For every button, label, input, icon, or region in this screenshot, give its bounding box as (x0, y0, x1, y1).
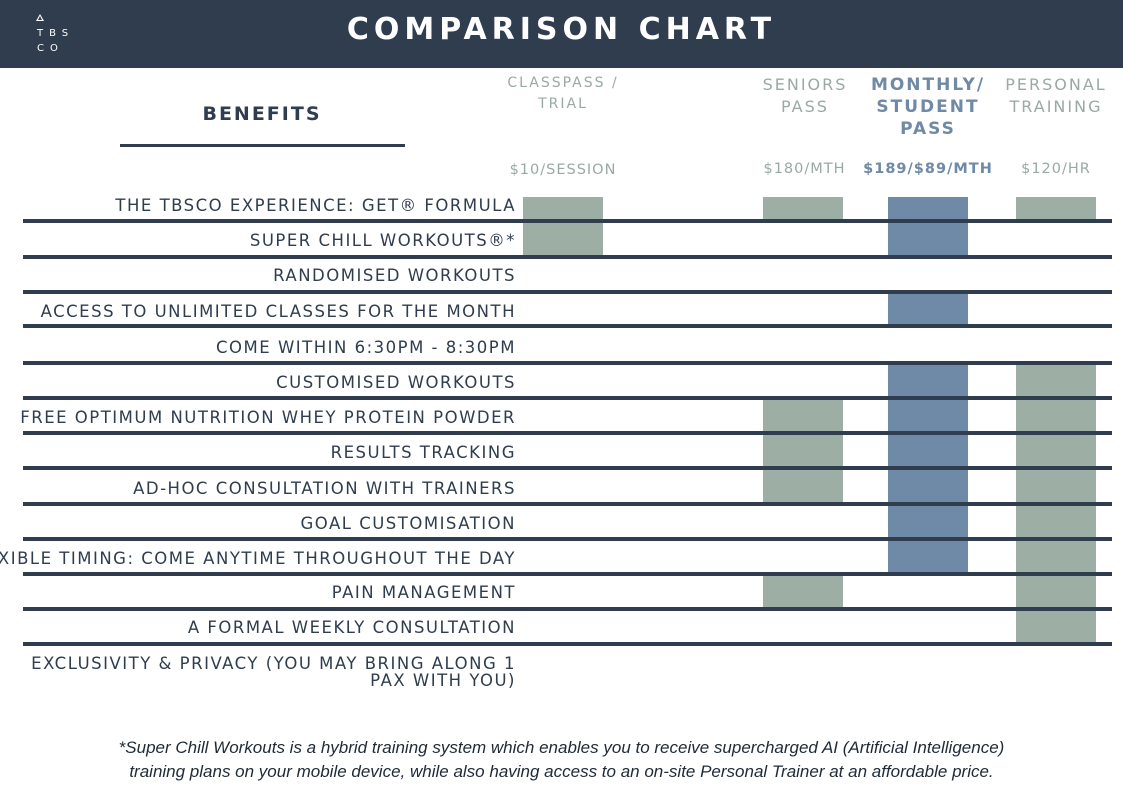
row-label: SUPER CHILL WORKOUTS®* (249, 231, 516, 250)
column-heading-line: PASS (781, 97, 829, 116)
column-heading-monthly: MONTHLY/ STUDENT PASS (858, 74, 998, 140)
column-heading-line: STUDENT (876, 97, 980, 117)
row-label: AD-HOC CONSULTATION WITH TRAINERS (133, 479, 516, 498)
row-divider (23, 219, 1112, 223)
row-divider (23, 537, 1112, 541)
tbsco-logo: TBS CO (34, 14, 82, 58)
bar-monthly (888, 292, 968, 328)
row-divider (23, 431, 1112, 435)
row-label: RANDOMISED WORKOUTS (273, 266, 516, 285)
row-label: CUSTOMISED WORKOUTS (276, 373, 516, 392)
logo-text-line1: TBS (37, 28, 75, 39)
footnote-line: *Super Chill Workouts is a hybrid traini… (118, 738, 1005, 757)
price-classpass: $10/SESSION (509, 162, 617, 178)
row-label: THE TBSCO EXPERIENCE: GET® FORMULA (115, 196, 516, 215)
row-label: PAIN MANAGEMENT (331, 583, 516, 602)
bar-seniors (763, 574, 843, 611)
row-label: GOAL CUSTOMISATION (300, 514, 516, 533)
column-heading-seniors: SENIORS PASS (745, 74, 865, 118)
bar-personal (1016, 197, 1096, 223)
logo-text-line2: CO (37, 43, 64, 54)
column-heading-line: MONTHLY/ (870, 75, 986, 95)
bar-classpass (523, 197, 603, 259)
row-label: A FORMAL WEEKLY CONSULTATION (187, 618, 516, 637)
row-divider (23, 396, 1112, 400)
column-heading-line: PASS (900, 119, 956, 139)
price-personal: $120/HR (1021, 161, 1091, 177)
price-monthly: $189/$89/MTH (863, 161, 993, 177)
row-divider (23, 361, 1112, 365)
row-label: EXCLUSIVITY & PRIVACY (YOU MAY BRING ALO… (31, 654, 516, 690)
row-divider (23, 255, 1112, 259)
benefits-underline (120, 144, 405, 147)
header-bar: TBS CO COMPARISON CHART (0, 0, 1123, 68)
row-divider (23, 572, 1112, 576)
column-heading-line: TRAINING (1009, 97, 1103, 116)
triangle-icon (36, 14, 44, 21)
bar-monthly (888, 197, 968, 259)
column-heading-line: SENIORS (762, 75, 848, 94)
column-heading-classpass: CLASSPASS / TRIAL (493, 73, 633, 115)
benefits-heading: BENEFITS (202, 103, 322, 125)
bar-seniors (763, 197, 843, 223)
column-heading-line: TRIAL (538, 96, 588, 112)
row-label: FREE OPTIMUM NUTRITION WHEY PROTEIN POWD… (20, 408, 516, 427)
row-label: ACCESS TO UNLIMITED CLASSES FOR THE MONT… (40, 302, 516, 321)
row-label: RESULTS TRACKING (330, 443, 516, 462)
column-heading-personal: PERSONAL TRAINING (996, 74, 1116, 118)
row-divider (23, 324, 1112, 328)
row-divider (23, 502, 1112, 506)
footnote: *Super Chill Workouts is a hybrid traini… (0, 736, 1123, 784)
row-divider (23, 466, 1112, 470)
column-heading-line: PERSONAL (1005, 75, 1107, 94)
column-heading-line: CLASSPASS / (507, 75, 619, 91)
row-divider (23, 607, 1112, 611)
page-title: COMPARISON CHART (346, 12, 777, 47)
price-seniors: $180/MTH (763, 161, 846, 177)
row-divider (23, 290, 1112, 294)
row-label: FLEXIBLE TIMING: COME ANYTIME THROUGHOUT… (0, 549, 516, 568)
footnote-line: training plans on your mobile device, wh… (129, 762, 994, 781)
row-label: COME WITHIN 6:30PM - 8:30PM (216, 338, 516, 357)
row-divider (23, 642, 1112, 646)
bar-seniors (763, 398, 843, 506)
